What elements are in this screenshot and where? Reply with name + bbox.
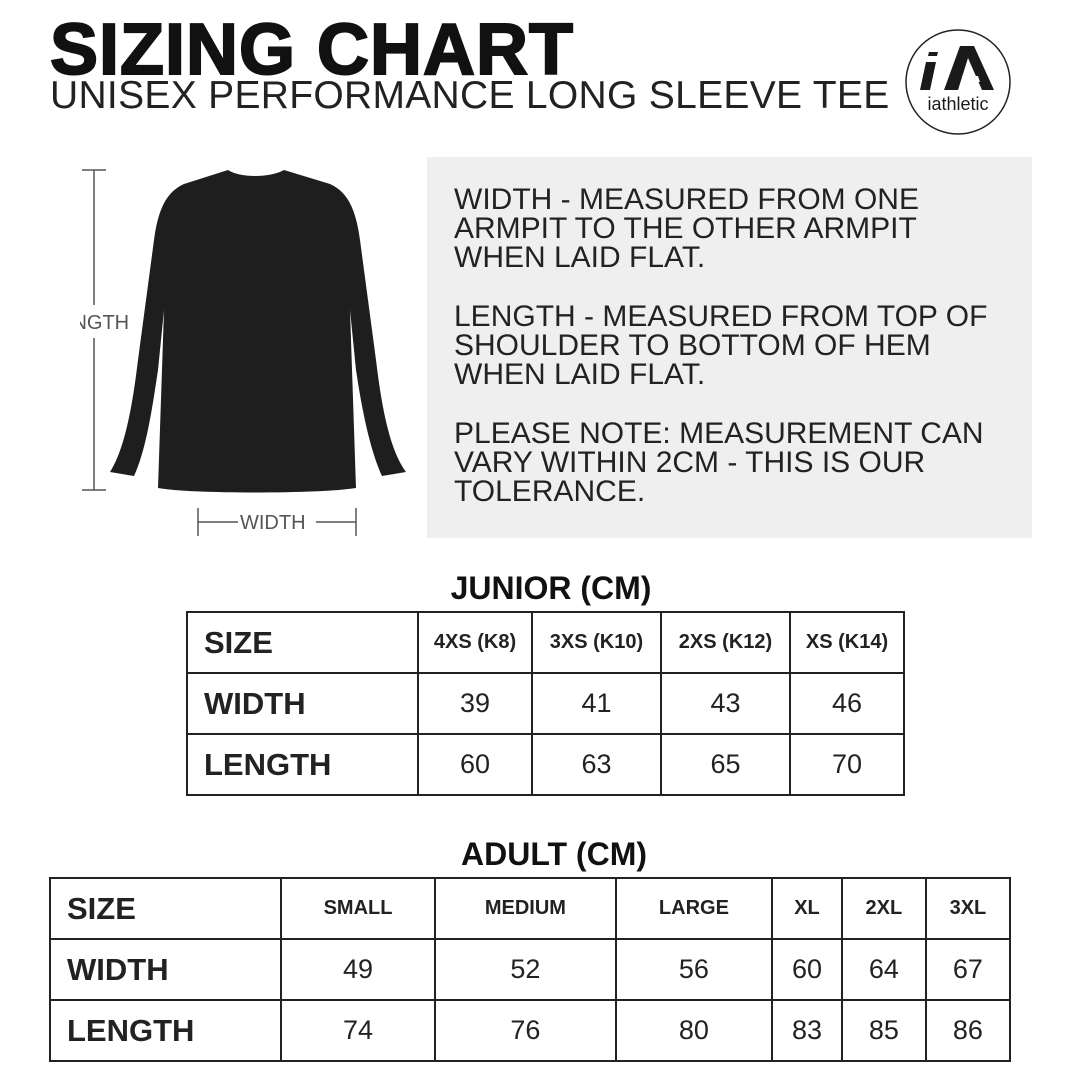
measurement-notes: WIDTH - MEASURED FROM ONE ARMPIT TO THE … [427,157,1032,538]
long-sleeve-tee-icon [110,170,406,493]
table-cell: 67 [924,938,1012,1001]
table-cell: MEDIUM [434,877,617,940]
table-cell: 65 [659,733,792,796]
row-label: LENGTH [186,733,419,796]
table-cell: LARGE [614,877,774,940]
table-row: WIDTH 49 52 56 60 64 67 [49,938,1012,1001]
table-cell: 63 [530,733,662,796]
table-cell: XS (K14) [789,611,905,674]
row-label: WIDTH [49,938,282,1001]
product-subtitle: UNISEX PERFORMANCE LONG SLEEVE TEE [50,74,890,117]
table-cell: 60 [771,938,843,1001]
table-row: LENGTH 60 63 65 70 [186,733,905,796]
table-row: WIDTH 39 41 43 46 [186,672,905,735]
row-label: LENGTH [49,999,282,1062]
table-cell: 76 [434,999,617,1062]
adult-size-table: SIZE SMALL MEDIUM LARGE XL 2XL 3XL WIDTH 49 52 56 6… [49,877,1012,1062]
table-cell: 49 [279,938,437,1001]
iathletic-logo: iathletic [905,29,1011,135]
row-label: SIZE [186,611,419,674]
table-cell: 41 [530,672,662,735]
width-dimension-line [197,508,357,536]
width-label: WIDTH [240,512,306,534]
row-label: SIZE [49,877,282,940]
table-cell: 2XS (K12) [659,611,792,674]
table-cell: 43 [659,672,792,735]
table-cell: 3XL [924,877,1012,940]
table-cell: 74 [279,999,437,1062]
table-cell: 80 [614,999,774,1062]
note-tolerance: PLEASE NOTE: MEASUREMENT CAN VARY WITHIN… [454,417,984,508]
table-cell: 52 [434,938,617,1001]
row-label: WIDTH [186,672,419,735]
table-cell: SMALL [279,877,437,940]
table-row: LENGTH 74 76 80 83 85 86 [49,999,1012,1062]
note-length: LENGTH - MEASURED FROM TOP OF SHOULDER T… [454,300,988,391]
adult-title: ADULT (CM) [460,836,647,872]
table-cell: XL [771,877,843,940]
length-label: LENGTH [80,312,129,334]
header-row: SIZE SMALL MEDIUM LARGE XL 2XL 3XL [49,877,1012,940]
table-cell: 83 [771,999,843,1062]
length-dimension-line [82,169,106,491]
junior-title: JUNIOR (CM) [450,570,652,606]
shirt-diagram: LENGTH WIDTH [80,169,406,536]
table-cell: 85 [840,999,927,1062]
table-cell: 4XS (K8) [417,611,533,674]
table-cell: 56 [614,938,774,1001]
table-cell: 46 [789,672,905,735]
table-cell: 3XS (K10) [530,611,662,674]
svg-text:iathletic: iathletic [927,94,988,114]
junior-size-table: SIZE 4XS (K8) 3XS (K10) 2XS (K12) XS (K14) WI… [186,611,905,796]
table-cell: 64 [840,938,927,1001]
table-cell: 39 [417,672,533,735]
header-row: SIZE 4XS (K8) 3XS (K10) 2XS (K12) XS (K14) [186,611,905,674]
table-cell: 2XL [840,877,927,940]
note-width: WIDTH - MEASURED FROM ONE ARMPIT TO THE … [454,183,919,274]
table-cell: 60 [417,733,533,796]
table-cell: 70 [789,733,905,796]
page-title: SIZING CHART [49,10,574,90]
table-cell: 86 [924,999,1012,1062]
